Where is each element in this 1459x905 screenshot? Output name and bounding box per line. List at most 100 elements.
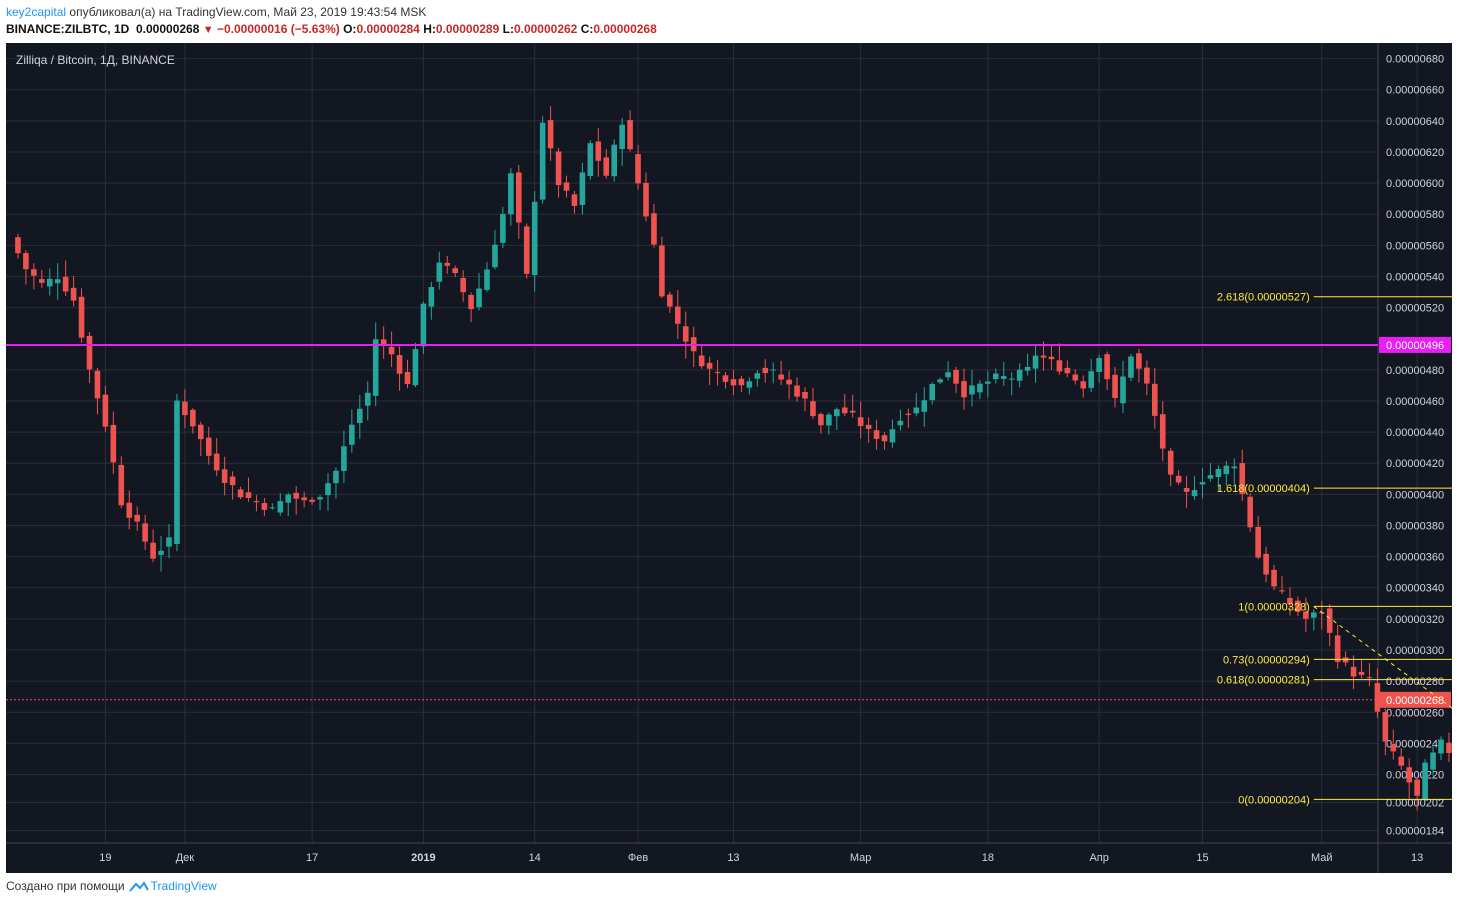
price-chart[interactable]: 0.00000680 0.00000660 0.00000640 0.00000620… — [6, 43, 1452, 873]
candle-body — [523, 226, 530, 274]
candle-body — [1239, 463, 1246, 494]
candle-body — [539, 122, 546, 200]
candle-body — [460, 278, 466, 293]
candle-body — [221, 469, 228, 483]
candle-body — [1112, 374, 1118, 399]
x-tick-label: 15 — [1196, 852, 1208, 864]
candle-body — [1358, 671, 1365, 675]
candle-body — [277, 501, 284, 513]
candle-body — [969, 385, 975, 395]
down-arrow-icon: ▼ — [202, 24, 214, 36]
candle-body — [364, 392, 371, 406]
candle-body — [619, 124, 625, 149]
candle-body — [1438, 739, 1444, 754]
candle-body — [1159, 414, 1166, 449]
candle-body — [1032, 355, 1039, 369]
published-text: опубликовал(а) на TradingView.com, Май 2… — [69, 5, 427, 19]
candle-body — [1016, 369, 1023, 381]
candle-body — [492, 244, 498, 268]
x-tick-label: 14 — [529, 852, 541, 864]
candle-body — [897, 420, 904, 426]
candle-body — [667, 294, 673, 307]
candle-body — [516, 172, 522, 223]
candle-body — [1167, 450, 1174, 475]
chart-panel[interactable]: 0.00000680 0.00000660 0.00000640 0.00000620… — [6, 43, 1452, 873]
candle-body — [476, 288, 482, 308]
candle-body — [778, 374, 784, 380]
candle-body — [682, 326, 689, 342]
candle-body — [937, 379, 943, 383]
candle-body — [245, 492, 252, 498]
y-tick-label: 0.00000260 — [1386, 707, 1444, 719]
candle-body — [1279, 590, 1285, 592]
candle-body — [714, 372, 721, 374]
candle-body — [841, 407, 848, 414]
candle-body — [929, 384, 935, 401]
candle-body — [293, 492, 299, 499]
x-tick-label: 18 — [982, 852, 994, 864]
low-value: 0.00000262 — [513, 22, 578, 36]
candle-body — [818, 413, 824, 426]
candle-body — [412, 349, 419, 386]
candle-body — [1120, 376, 1126, 404]
candle-body — [1287, 597, 1293, 605]
change-value: −0.00000016 (−5.63%) — [216, 22, 340, 36]
candle-body — [802, 391, 808, 399]
hline-price-label: 0.00000496 — [1386, 340, 1444, 352]
candle-body — [468, 294, 474, 310]
candle-body — [873, 430, 880, 439]
candle-body — [603, 157, 610, 176]
candle-body — [961, 381, 967, 398]
y-tick-label: 0.00000340 — [1386, 583, 1444, 595]
y-tick-label: 0.00000220 — [1386, 770, 1444, 782]
y-tick-label: 0.00000480 — [1386, 365, 1444, 377]
candle-body — [547, 120, 554, 149]
candle-body — [349, 424, 355, 445]
y-tick-label: 0.00000660 — [1386, 85, 1444, 97]
x-tick-label: Дек — [176, 852, 195, 864]
y-tick-label: 0.00000320 — [1386, 614, 1444, 626]
candle-body — [881, 435, 888, 442]
footer-brand-link[interactable]: TradingView — [150, 879, 217, 893]
candle-body — [309, 499, 315, 502]
last-value: 0.00000268 — [136, 22, 200, 36]
fib-level-label: 2.618(0.00000527) — [1217, 292, 1310, 304]
candle-body — [1199, 482, 1206, 485]
candle-body — [675, 306, 681, 324]
candle-body — [253, 501, 260, 503]
candle-body — [15, 237, 21, 254]
candle-body — [62, 276, 69, 292]
ohlc-line: BINANCE:ZILBTC, 1D 0.00000268 ▼ −0.00000… — [6, 22, 657, 36]
candle-body — [826, 414, 832, 426]
last-price-tag — [1379, 691, 1451, 708]
candle-body — [1422, 762, 1428, 800]
candle-body — [1207, 475, 1214, 479]
y-tick-label: 0.00000380 — [1386, 520, 1444, 532]
high-value: 0.00000289 — [435, 22, 500, 36]
candle-body — [953, 370, 959, 384]
candle-body — [190, 409, 196, 427]
fib-level-label: 1(0.00000328) — [1238, 601, 1310, 613]
x-tick-label: 19 — [99, 852, 111, 864]
candle-body — [698, 355, 705, 367]
author-link[interactable]: key2capital — [6, 5, 67, 19]
fib-level-label: 1.618(0.00000404) — [1217, 483, 1310, 495]
candle-body — [1080, 381, 1087, 389]
y-tick-label: 0.00000420 — [1386, 458, 1444, 470]
y-tick-label: 0.00000520 — [1386, 303, 1444, 315]
candle-body — [651, 213, 657, 245]
y-tick-label: 0.00000580 — [1386, 209, 1444, 221]
candle-body — [285, 494, 292, 503]
candle-body — [1311, 612, 1317, 618]
candle-body — [1231, 466, 1238, 469]
candle-body — [380, 339, 387, 346]
candle-body — [1040, 355, 1047, 358]
candle-body — [905, 413, 912, 415]
candle-body — [993, 373, 999, 380]
candle-body — [1175, 475, 1182, 483]
candle-body — [102, 394, 109, 427]
candle-body — [1263, 553, 1269, 575]
candle-body — [1271, 569, 1277, 587]
x-tick-label: 2019 — [411, 852, 435, 864]
candle-body — [1374, 683, 1381, 712]
